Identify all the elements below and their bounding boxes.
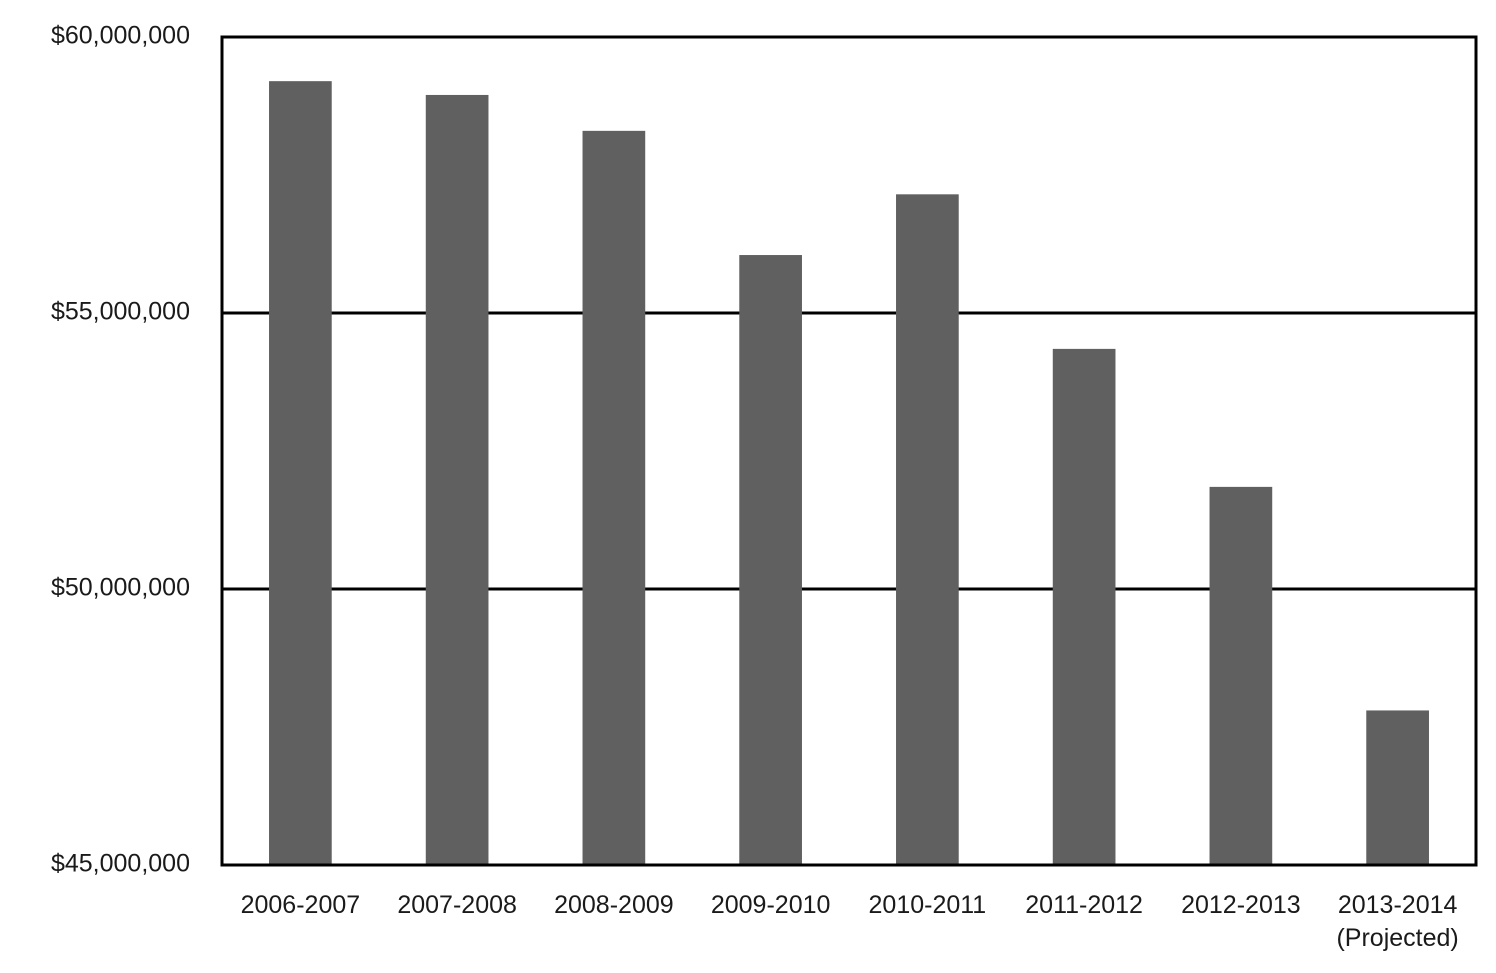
- y-tick-label: $60,000,000: [51, 22, 190, 50]
- gridlines: [222, 311, 1476, 591]
- x-tick-label: 2011-2012: [1025, 891, 1143, 919]
- x-tick-label-line: (Projected): [1336, 924, 1458, 952]
- bar: [425, 94, 489, 865]
- y-axis-ticks: $45,000,000 $50,000,000 $55,000,000 $60,000…: [51, 22, 190, 878]
- x-tick-label: 2010-2011: [869, 891, 987, 919]
- x-tick-label-line: 2012-2013: [1181, 891, 1301, 919]
- x-tick-label: 2009-2010: [711, 891, 831, 919]
- x-tick-label-line: 2006-2007: [241, 891, 361, 919]
- bars: [269, 81, 1429, 866]
- x-axis-ticks: 2006-2007 2007-2008 2008-2009 2009-2010 2010…: [241, 891, 1459, 952]
- y-tick-label: $50,000,000: [51, 574, 190, 602]
- bar: [739, 255, 802, 866]
- x-tick-label: 2006-2007: [241, 891, 361, 919]
- bar: [582, 130, 646, 866]
- x-tick-label-line: 2010-2011: [869, 891, 987, 919]
- bar: [1366, 710, 1429, 865]
- bar: [269, 81, 332, 865]
- y-tick-label: $45,000,000: [51, 850, 190, 878]
- x-tick-label-line: 2008-2009: [554, 891, 674, 919]
- x-tick-label-line: 2009-2010: [711, 891, 831, 919]
- plot-frame: [220, 35, 1478, 867]
- x-tick-label: 2008-2009: [554, 891, 674, 919]
- x-tick-label-line: 2007-2008: [397, 891, 517, 919]
- x-tick-label-line: 2013-2014: [1338, 891, 1458, 919]
- bar: [1052, 348, 1116, 865]
- bar: [1209, 486, 1273, 865]
- bar: [896, 194, 959, 865]
- x-tick-label: 2012-2013: [1181, 891, 1301, 919]
- x-tick-label: 2013-2014 (Projected): [1336, 891, 1458, 952]
- x-tick-label-line: 2011-2012: [1025, 891, 1143, 919]
- x-tick-label: 2007-2008: [397, 891, 517, 919]
- y-tick-label: $55,000,000: [51, 298, 190, 326]
